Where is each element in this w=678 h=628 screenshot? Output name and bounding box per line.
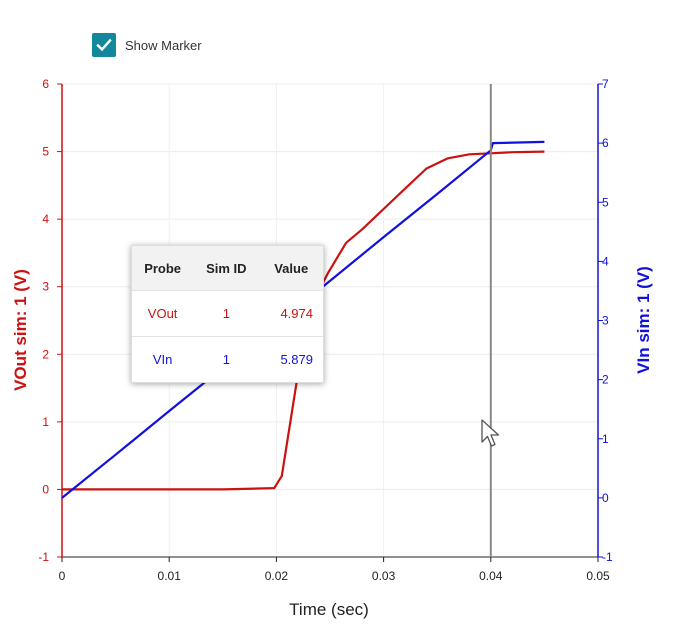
left-axis-title: VOut sim: 1 (V) <box>11 269 30 391</box>
left-tick-label: 3 <box>42 280 49 294</box>
left-tick-label: -1 <box>38 550 49 564</box>
right-tick-label: 1 <box>602 432 609 446</box>
tooltip-sim-id: 1 <box>193 336 260 382</box>
tooltip-header-value: Value <box>259 246 323 291</box>
left-tick-label: 0 <box>42 482 49 496</box>
x-tick-label: 0.03 <box>372 569 396 583</box>
right-tick-label: 5 <box>602 195 609 209</box>
x-tick-label: 0.05 <box>586 569 610 583</box>
tooltip-value: 5.879 <box>259 336 323 382</box>
marker-tooltip: Probe Sim ID Value VOut 1 4.974 VIn 1 5.… <box>131 245 324 383</box>
show-marker-label: Show Marker <box>125 37 202 53</box>
tooltip-header-sim-id: Sim ID <box>193 246 260 291</box>
right-tick-label: 7 <box>602 77 609 91</box>
show-marker-toggle[interactable]: Show Marker <box>92 33 202 57</box>
left-tick-label: 6 <box>42 77 49 91</box>
right-tick-label: 2 <box>602 373 609 387</box>
tooltip-row-vout: VOut 1 4.974 <box>132 290 323 337</box>
tooltip-value: 4.974 <box>259 290 323 337</box>
tooltip-probe: VOut <box>132 290 194 337</box>
left-tick-label: 4 <box>42 212 49 226</box>
right-tick-label: 3 <box>602 314 609 328</box>
tooltip-sim-id: 1 <box>193 290 260 337</box>
right-axis-title: VIn sim: 1 (V) <box>634 266 653 374</box>
left-tick-label: 2 <box>42 347 49 361</box>
show-marker-checkbox[interactable] <box>92 33 116 57</box>
x-tick-label: 0.02 <box>265 569 289 583</box>
series-line-vout <box>62 150 545 491</box>
right-tick-label: 0 <box>602 491 609 505</box>
left-tick-label: 1 <box>42 415 49 429</box>
x-tick-label: 0.01 <box>158 569 182 583</box>
tooltip-row-vin: VIn 1 5.879 <box>132 336 323 382</box>
x-tick-label: 0.04 <box>479 569 503 583</box>
right-tick-label: 6 <box>602 136 609 150</box>
checkmark-icon <box>96 38 112 52</box>
x-axis-title: Time (sec) <box>289 600 369 619</box>
x-tick-label: 0 <box>59 569 66 583</box>
mouse-pointer-icon <box>481 419 500 447</box>
right-tick-label: -1 <box>602 550 613 564</box>
tooltip-probe: VIn <box>132 336 194 382</box>
right-tick-label: 4 <box>602 254 609 268</box>
left-tick-label: 5 <box>42 145 49 159</box>
tooltip-header-probe: Probe <box>132 246 194 291</box>
